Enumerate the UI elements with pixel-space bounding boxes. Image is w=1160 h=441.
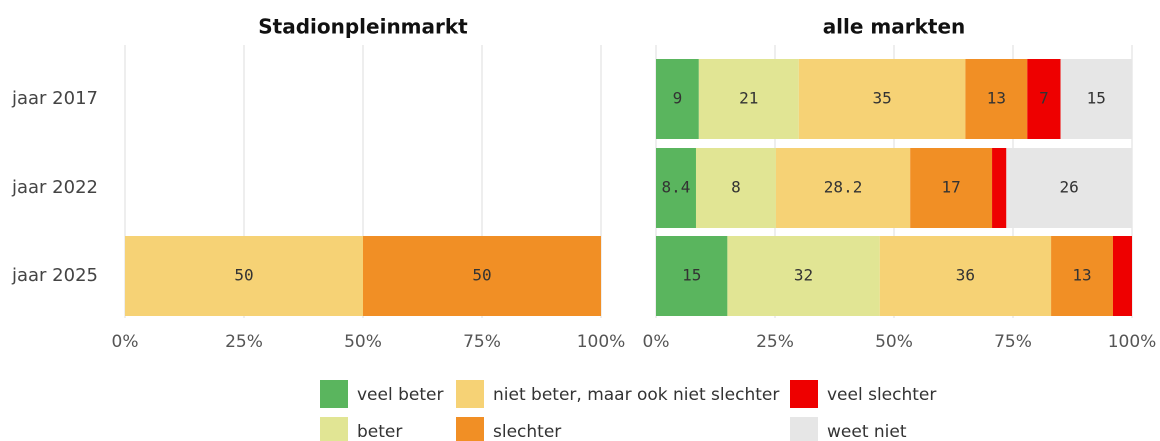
- bar-segment: [695, 148, 776, 228]
- data-label: 50: [234, 266, 253, 285]
- bar-segment: [656, 148, 696, 228]
- x-tick-label: 100%: [577, 332, 626, 352]
- legend-swatch: [456, 380, 484, 408]
- legend-swatch: [320, 417, 348, 441]
- bar-segment: [656, 59, 699, 139]
- bar-segment: [798, 59, 966, 139]
- x-tick-label: 0%: [643, 332, 670, 352]
- bar-segment: [698, 59, 799, 139]
- bar-segment: [727, 236, 880, 316]
- legend-label: slechter: [493, 422, 561, 441]
- x-tick-label: 0%: [112, 332, 139, 352]
- bar-segment: [775, 148, 911, 228]
- bar-segment: [125, 236, 363, 316]
- bar-segment: [1112, 236, 1132, 316]
- y-tick-label: jaar 2017: [11, 88, 98, 109]
- data-label: 35: [872, 89, 891, 108]
- bar-segment: [910, 148, 993, 228]
- data-label: 15: [682, 266, 701, 285]
- x-tick-label: 25%: [225, 332, 263, 352]
- panel-title: alle markten: [823, 15, 966, 39]
- data-label: 9: [673, 89, 683, 108]
- bar-segment: [1051, 236, 1113, 316]
- bar-segment: [1006, 148, 1132, 228]
- legend-swatch: [790, 380, 818, 408]
- panel-title: Stadionpleinmarkt: [258, 15, 468, 39]
- legend-label: veel slechter: [827, 385, 936, 405]
- data-label: 8.4: [662, 178, 691, 197]
- x-tick-label: 50%: [344, 332, 382, 352]
- legend-label: beter: [357, 422, 402, 441]
- bar-segment: [992, 148, 1007, 228]
- data-label: 7: [1039, 89, 1049, 108]
- y-tick-label: jaar 2025: [11, 265, 98, 286]
- legend-label: veel beter: [357, 385, 443, 405]
- data-label: 17: [941, 178, 960, 197]
- x-tick-label: 75%: [463, 332, 501, 352]
- data-label: 36: [956, 266, 975, 285]
- legend-swatch: [790, 417, 818, 441]
- legend-swatch: [456, 417, 484, 441]
- bar-segment: [656, 236, 728, 316]
- data-label: 13: [987, 89, 1006, 108]
- bar-segment: [1060, 59, 1132, 139]
- x-tick-label: 25%: [756, 332, 794, 352]
- x-tick-label: 75%: [994, 332, 1032, 352]
- bar-segment: [363, 236, 601, 316]
- data-label: 50: [472, 266, 491, 285]
- legend-swatch: [320, 380, 348, 408]
- data-label: 32: [794, 266, 813, 285]
- data-label: 8: [731, 178, 741, 197]
- legend-label: weet niet: [827, 422, 907, 441]
- x-tick-label: 100%: [1108, 332, 1157, 352]
- y-tick-label: jaar 2022: [11, 177, 98, 198]
- data-label: 15: [1087, 89, 1106, 108]
- data-label: 13: [1072, 266, 1091, 285]
- bar-segment: [879, 236, 1052, 316]
- data-label: 21: [739, 89, 758, 108]
- x-tick-label: 50%: [875, 332, 913, 352]
- legend-label: niet beter, maar ook niet slechter: [493, 385, 779, 405]
- data-label: 26: [1060, 178, 1079, 197]
- bar-segment: [1027, 59, 1061, 139]
- bar-segment: [965, 59, 1028, 139]
- data-label: 28.2: [824, 178, 863, 197]
